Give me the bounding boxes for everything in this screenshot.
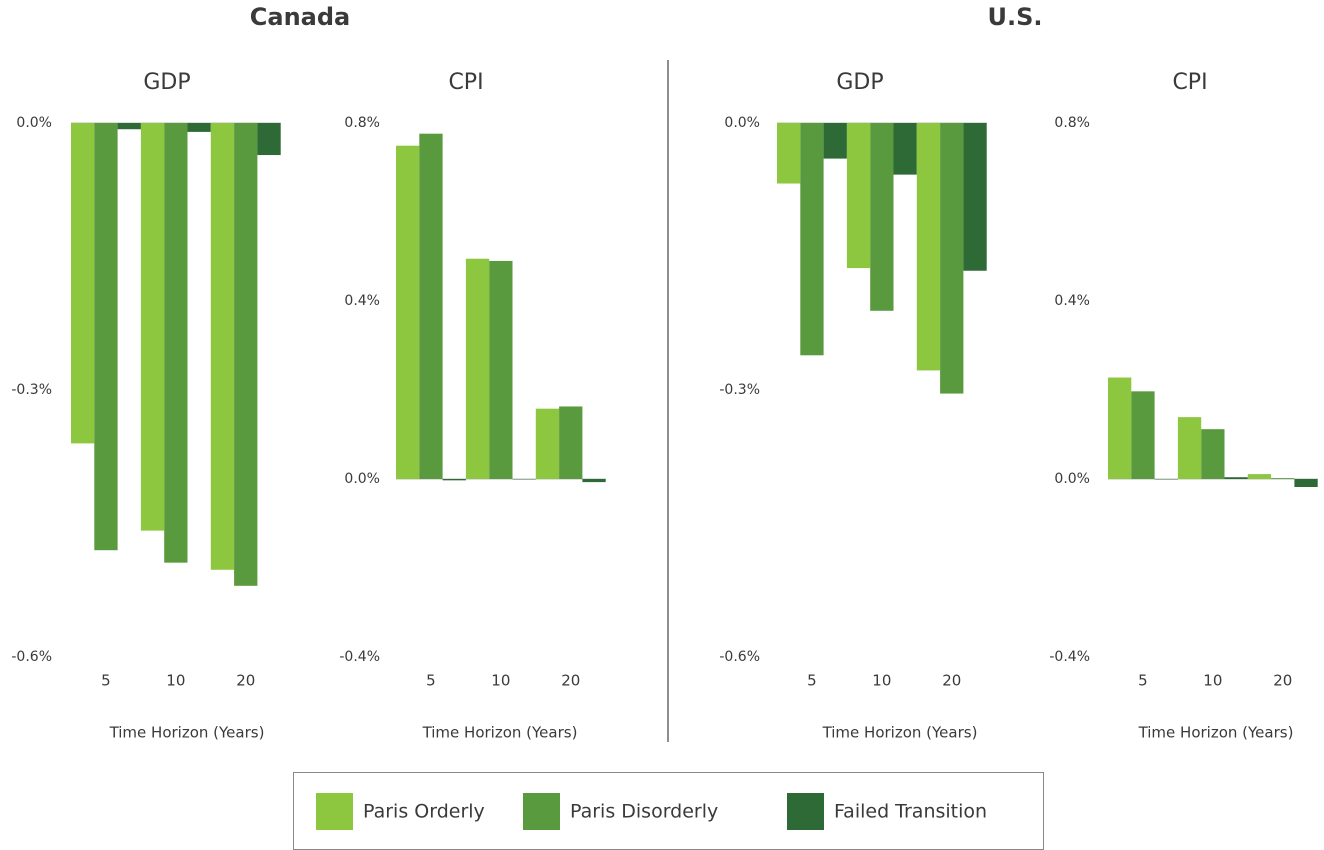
bar	[257, 123, 281, 156]
bar	[465, 258, 490, 479]
y-tick-label: -0.4%	[1049, 649, 1090, 665]
bar	[777, 123, 801, 184]
legend-swatch	[316, 793, 353, 830]
x-tick-label: 20	[1273, 672, 1292, 690]
bar	[419, 133, 443, 479]
chart-title: CPI	[1172, 70, 1207, 95]
x-tick-label: 10	[491, 672, 510, 690]
chart-title: CPI	[448, 70, 483, 95]
section-heading: Canada	[250, 3, 350, 31]
bar	[94, 123, 118, 551]
y-tick-label: 0.4%	[1054, 293, 1090, 309]
y-tick-label: 0.0%	[1054, 471, 1090, 487]
bar	[1108, 377, 1132, 479]
x-tick-label: 5	[426, 672, 436, 690]
bar	[963, 123, 987, 271]
bar	[893, 123, 917, 175]
legend-label: Paris Disorderly	[570, 801, 718, 823]
x-tick-label: 10	[166, 672, 185, 690]
y-tick-label: 0.8%	[344, 115, 380, 131]
bar	[210, 123, 235, 570]
x-tick-label: 10	[872, 672, 891, 690]
bar	[140, 123, 165, 531]
x-tick-label: 5	[807, 672, 817, 690]
y-tick-label: -0.3%	[719, 382, 760, 398]
bar	[117, 123, 141, 130]
y-tick-label: 0.0%	[724, 115, 760, 131]
y-tick-label: 0.4%	[344, 293, 380, 309]
bar	[1224, 477, 1248, 479]
chart-title: GDP	[143, 70, 190, 95]
bar	[1177, 417, 1202, 479]
bar	[559, 406, 583, 479]
legend-label: Failed Transition	[834, 801, 987, 823]
bar	[1247, 474, 1272, 479]
bar	[823, 123, 847, 159]
bar	[512, 479, 536, 480]
y-tick-label: 0.0%	[16, 115, 52, 131]
bar	[535, 408, 560, 479]
bar	[1201, 429, 1225, 479]
bar	[1294, 479, 1318, 488]
bar	[1154, 479, 1178, 480]
x-axis-title: Time Horizon (Years)	[1138, 724, 1294, 742]
x-tick-label: 20	[561, 672, 580, 690]
x-tick-label: 5	[101, 672, 111, 690]
bar	[582, 479, 606, 483]
bar	[940, 123, 964, 394]
bar	[800, 123, 824, 356]
x-tick-label: 10	[1203, 672, 1222, 690]
bar	[916, 123, 941, 371]
x-axis-title: Time Horizon (Years)	[822, 724, 978, 742]
x-tick-label: 20	[942, 672, 961, 690]
chart-title: GDP	[836, 70, 883, 95]
bar	[489, 260, 513, 479]
bar	[396, 145, 420, 479]
x-axis-title: Time Horizon (Years)	[422, 724, 578, 742]
y-tick-label: 0.8%	[1054, 115, 1090, 131]
bar	[71, 123, 95, 444]
bar	[187, 123, 211, 132]
x-tick-label: 20	[236, 672, 255, 690]
bar	[1131, 391, 1155, 479]
y-tick-label: 0.0%	[344, 471, 380, 487]
x-axis-title: Time Horizon (Years)	[109, 724, 265, 742]
bar	[442, 479, 466, 481]
legend-swatch	[523, 793, 560, 830]
bar	[234, 123, 258, 586]
legend-label: Paris Orderly	[363, 801, 485, 823]
x-tick-label: 5	[1138, 672, 1148, 690]
legend-swatch	[787, 793, 824, 830]
bar	[870, 123, 894, 311]
section-heading: U.S.	[987, 3, 1042, 31]
y-tick-label: -0.3%	[11, 382, 52, 398]
y-tick-label: -0.4%	[339, 649, 380, 665]
bar	[164, 123, 188, 563]
y-tick-label: -0.6%	[719, 649, 760, 665]
bar	[1271, 478, 1295, 479]
y-tick-label: -0.6%	[11, 649, 52, 665]
bar	[846, 123, 871, 269]
